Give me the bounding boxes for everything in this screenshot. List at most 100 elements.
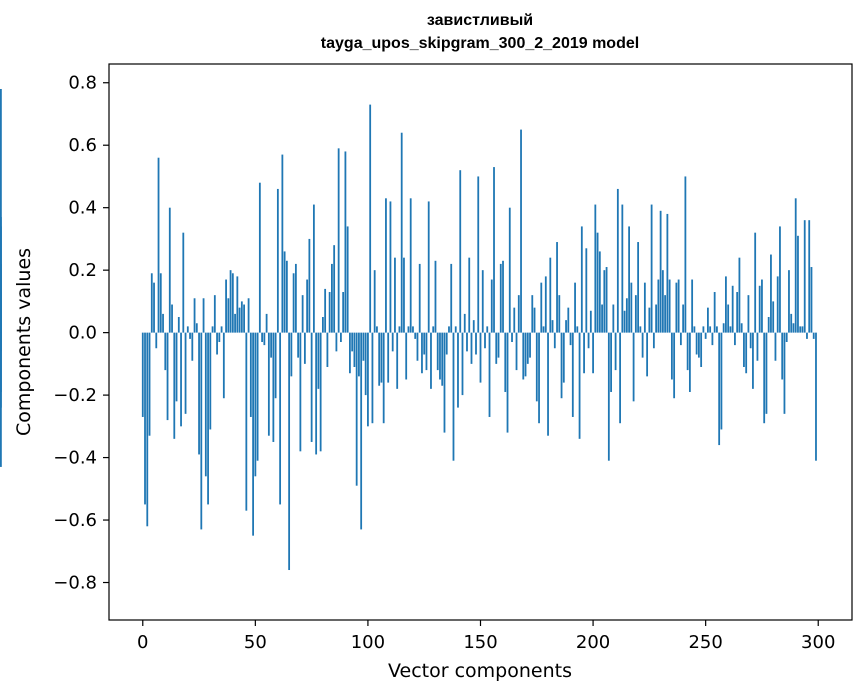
bar-79 — [319, 332, 322, 452]
bar-84 — [331, 263, 333, 333]
bar-235 — [670, 332, 673, 380]
bar-98 — [362, 332, 365, 361]
bar-65 — [288, 332, 291, 571]
bar-74 — [308, 238, 311, 333]
bar-93 — [351, 332, 354, 352]
bar-19 — [184, 332, 187, 414]
bar-161 — [504, 332, 507, 392]
bar-159 — [499, 263, 502, 333]
bar-232 — [664, 295, 667, 333]
bar-27 — [202, 298, 205, 333]
bar-224 — [646, 332, 649, 377]
bar-127 — [427, 201, 430, 333]
bar-148 — [475, 332, 477, 355]
bar-57 — [270, 332, 273, 358]
bar-164 — [511, 332, 513, 342]
bar-231 — [661, 270, 664, 333]
bar-258 — [722, 323, 725, 333]
bar-124 — [421, 332, 423, 374]
x-tick-label-50: 50 — [244, 632, 267, 653]
bar-281 — [774, 332, 777, 361]
bar-80 — [321, 317, 324, 333]
bar-59 — [274, 332, 277, 399]
bar-288 — [790, 313, 793, 333]
bar-68 — [294, 263, 297, 333]
bar-184 — [556, 242, 558, 333]
bar-303 — [0, 88, 2, 333]
bar-67 — [292, 273, 295, 333]
bar-83 — [328, 292, 331, 333]
bar-95 — [355, 332, 358, 486]
bar-86 — [335, 332, 338, 352]
bar-211 — [616, 188, 619, 333]
bar-103 — [373, 270, 376, 333]
bar-35 — [220, 326, 223, 333]
bar-28 — [204, 332, 207, 477]
bar-190 — [569, 332, 572, 346]
bar-205 — [603, 270, 606, 333]
bar-118 — [407, 326, 410, 333]
bar-188 — [565, 320, 567, 333]
bar-175 — [535, 332, 538, 402]
bar-248 — [700, 332, 703, 367]
bar-64 — [285, 260, 288, 333]
bar-197 — [585, 248, 588, 333]
bar-137 — [450, 263, 453, 333]
bar-70 — [299, 332, 302, 452]
bar-108 — [385, 198, 387, 333]
bar-209 — [612, 304, 615, 333]
bar-43 — [238, 307, 241, 333]
bar-23 — [193, 298, 196, 333]
bar-180 — [547, 332, 549, 436]
bar-297 — [810, 267, 813, 333]
bar-76 — [312, 204, 315, 333]
bar-238 — [677, 279, 680, 333]
bar-195 — [580, 226, 583, 333]
y-tick-label-7: 0.6 — [68, 135, 97, 156]
bar-120 — [412, 326, 414, 333]
bar-138 — [452, 332, 455, 461]
bar-217 — [630, 282, 633, 333]
bar-147 — [472, 320, 475, 333]
bar-193 — [576, 326, 579, 333]
bar-121 — [414, 332, 417, 339]
bar-125 — [423, 332, 426, 355]
bar-237 — [675, 282, 678, 333]
bar-111 — [391, 332, 394, 352]
bar-283 — [779, 226, 781, 333]
y-tick-label-0: −0.8 — [53, 573, 97, 594]
bar-214 — [623, 310, 626, 333]
bar-25 — [198, 332, 200, 455]
bar-173 — [531, 295, 534, 333]
bar-240 — [682, 304, 685, 333]
bar-216 — [628, 226, 630, 333]
bar-270 — [749, 332, 752, 349]
bar-201 — [594, 204, 597, 333]
bar-194 — [578, 332, 581, 439]
bar-158 — [497, 332, 500, 358]
bar-136 — [448, 326, 450, 333]
bar-149 — [477, 176, 480, 333]
bar-179 — [544, 276, 547, 333]
bar-17 — [180, 332, 182, 427]
bar-150 — [479, 332, 482, 383]
x-tick-label-0: 0 — [137, 632, 148, 653]
bar-178 — [542, 326, 545, 333]
bar-165 — [513, 307, 516, 333]
bar-174 — [533, 307, 536, 333]
bar-249 — [702, 326, 705, 333]
bar-279 — [770, 254, 772, 333]
bar-256 — [718, 332, 721, 446]
bar-55 — [265, 313, 268, 333]
bar-42 — [236, 276, 239, 333]
bar-263 — [734, 332, 736, 346]
bar-199 — [589, 310, 592, 333]
bar-156 — [493, 167, 495, 333]
bar-210 — [614, 332, 617, 371]
bar-81 — [324, 288, 327, 333]
bar-69 — [297, 332, 300, 358]
bar-298 — [812, 332, 815, 339]
bar-144 — [466, 332, 468, 352]
bar-82 — [326, 332, 329, 367]
bar-293 — [801, 326, 804, 333]
